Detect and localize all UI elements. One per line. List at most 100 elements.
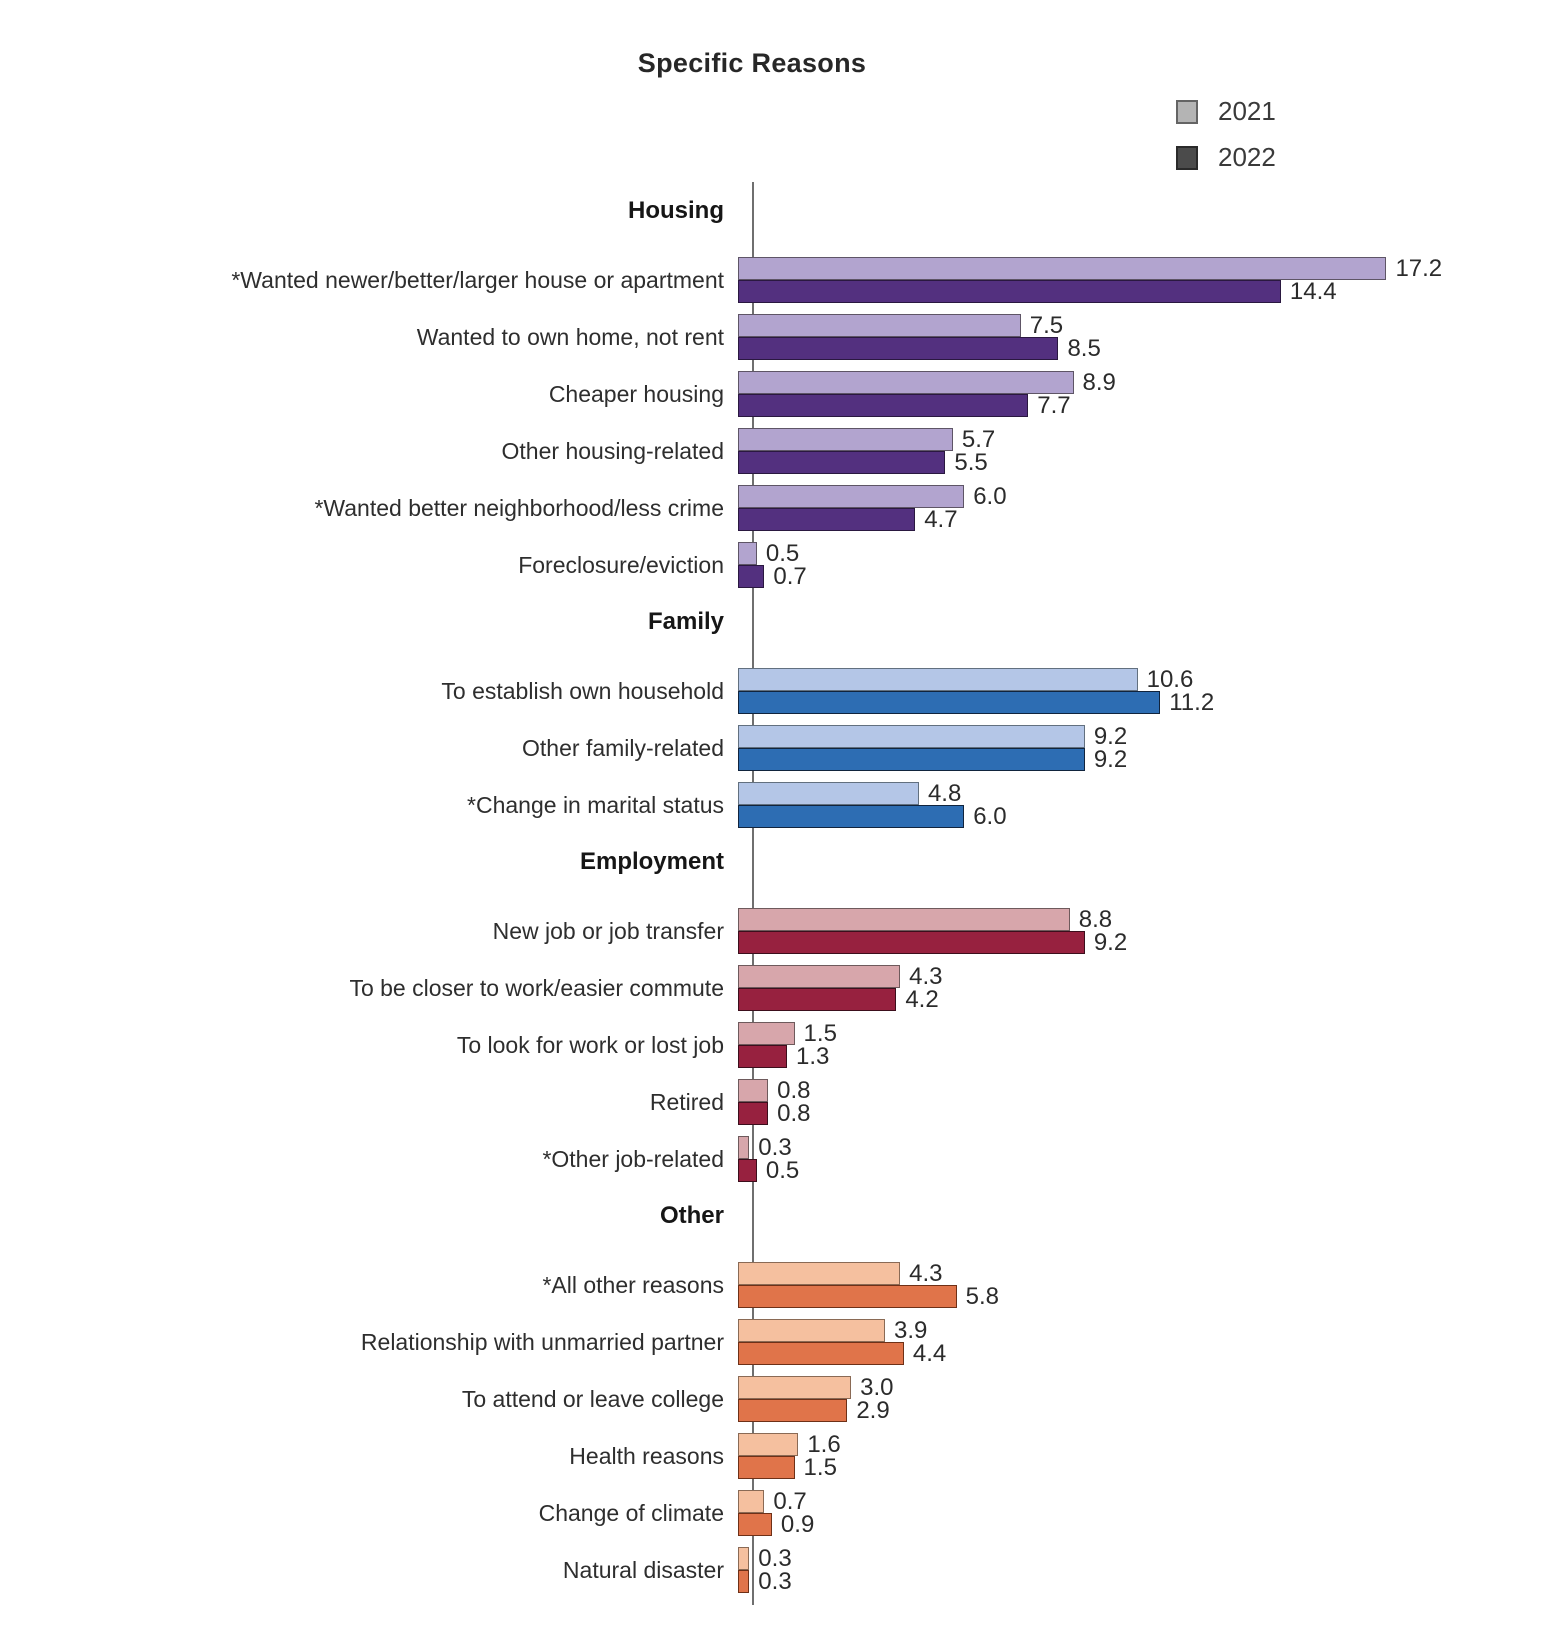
bar-2021 xyxy=(738,1490,765,1513)
bar-2021 xyxy=(738,1262,901,1285)
value-label-2022: 4.7 xyxy=(924,506,958,533)
bar-pair: 9.2 9.2 xyxy=(738,723,1548,772)
value-label-2021: 0.3 xyxy=(758,1134,792,1161)
bar-2022 xyxy=(738,394,1029,417)
bar-pair: 0.3 0.5 xyxy=(738,1134,1548,1183)
bar-2022 xyxy=(738,451,946,474)
bar-row-to-be-closer-to-work-easier-commute: To be closer to work/easier commute 4.3 4.… xyxy=(0,963,1548,1013)
bar-line-2021: 4.3 xyxy=(738,1260,1548,1287)
category-label: Health reasons xyxy=(569,1443,724,1469)
value-label-2021: 1.6 xyxy=(807,1431,841,1458)
value-label-2022: 5.5 xyxy=(954,449,988,476)
bar-line-2021: 3.9 xyxy=(738,1317,1548,1344)
category-label: Wanted to own home, not rent xyxy=(416,324,724,350)
value-label-2021: 9.2 xyxy=(1093,723,1128,750)
value-label-2021: 3.9 xyxy=(894,1317,928,1344)
value-label-2021: 4.8 xyxy=(927,780,962,807)
legend-swatch-2021 xyxy=(1176,99,1198,124)
bar-line-2022: 0.3 xyxy=(738,1570,1548,1594)
bar-line-2021: 8.8 xyxy=(738,906,1548,933)
bar-line-2022: 2.9 xyxy=(738,1399,1548,1423)
value-label-2022: 6.0 xyxy=(973,803,1007,830)
bar-row-other-job-related: *Other job-related 0.3 0.5 xyxy=(0,1134,1548,1183)
bar-2022 xyxy=(738,1399,848,1422)
value-label-2022: 0.9 xyxy=(780,1511,815,1538)
category-label: To look for work or lost job xyxy=(456,1032,724,1058)
bar-line-2021: 0.5 xyxy=(738,540,1548,567)
bar-2022 xyxy=(738,931,1085,954)
value-label-2021: 17.2 xyxy=(1395,255,1443,282)
bar-pair: 4.3 4.2 xyxy=(738,963,1548,1013)
bar-2021 xyxy=(738,668,1138,691)
value-label-2022: 7.7 xyxy=(1037,392,1071,419)
category-label: To establish own household xyxy=(441,678,724,704)
category-label: *All other reasons xyxy=(542,1272,724,1298)
category-label: To be closer to work/easier commute xyxy=(349,975,724,1001)
bar-line-2021: 7.5 xyxy=(738,314,1548,338)
category-label: Foreclosure/eviction xyxy=(518,552,724,578)
value-label-2022: 1.3 xyxy=(796,1043,830,1070)
value-label-2022: 14.4 xyxy=(1289,278,1337,305)
bar-pair: 0.7 0.9 xyxy=(738,1490,1548,1538)
bar-line-2022: 0.9 xyxy=(738,1511,1548,1538)
bar-2021 xyxy=(738,257,1387,280)
value-label-2021: 8.8 xyxy=(1078,906,1113,933)
value-label-2022: 0.8 xyxy=(777,1100,811,1127)
category-label: Cheaper housing xyxy=(548,381,724,407)
bar-pair: 0.5 0.7 xyxy=(738,540,1548,590)
bar-line-2022: 11.2 xyxy=(738,689,1548,716)
bar-2022 xyxy=(738,748,1085,771)
value-label-2021: 4.3 xyxy=(909,963,943,990)
bar-line-2021: 4.8 xyxy=(738,780,1548,807)
bar-line-2022: 7.7 xyxy=(738,392,1548,419)
bar-pair: 7.5 8.5 xyxy=(738,314,1548,361)
value-label-2022: 4.2 xyxy=(905,986,939,1013)
bar-row-cheaper-housing: Cheaper housing 8.9 7.7 xyxy=(0,371,1548,419)
y-axis-line xyxy=(752,182,754,1605)
bar-row-natural-disaster: Natural disaster 0.3 0.3 xyxy=(0,1547,1548,1594)
bar-row-retired: Retired 0.8 0.8 xyxy=(0,1077,1548,1127)
bar-line-2021: 3.0 xyxy=(738,1376,1548,1400)
bar-2021 xyxy=(738,908,1070,931)
bar-pair: 17.2 14.4 xyxy=(738,255,1548,305)
bar-line-2021: 0.7 xyxy=(738,1490,1548,1514)
bar-row-other-housing-related: Other housing-related 5.7 5.5 xyxy=(0,428,1548,476)
legend-swatch-2022 xyxy=(1176,145,1198,170)
bar-2022 xyxy=(738,508,916,531)
legend-label: 2021 xyxy=(1218,96,1276,126)
bar-2022 xyxy=(738,1456,795,1479)
bar-line-2021: 5.7 xyxy=(738,428,1548,452)
bar-2021 xyxy=(738,485,965,508)
bar-chart: Housing *Wanted newer/better/larger house… xyxy=(0,177,1548,1594)
bar-2021 xyxy=(738,782,919,805)
bar-line-2021: 8.9 xyxy=(738,371,1548,395)
value-label-2021: 1.5 xyxy=(803,1020,837,1047)
section-employment: Employment New job or job transfer 8.8 9.2 T… xyxy=(0,828,1548,1183)
value-label-2021: 0.5 xyxy=(765,540,800,567)
bar-line-2022: 5.5 xyxy=(738,449,1548,476)
bar-pair: 1.5 1.3 xyxy=(738,1020,1548,1070)
bar-2021 xyxy=(738,428,953,451)
value-label-2022: 0.7 xyxy=(773,563,807,590)
value-label-2022: 9.2 xyxy=(1093,929,1128,956)
bar-pair: 5.7 5.5 xyxy=(738,428,1548,476)
value-label-2021: 0.8 xyxy=(777,1077,811,1104)
section-header-housing: Housing xyxy=(628,197,724,224)
category-label: Other housing-related xyxy=(501,438,724,464)
bar-pair: 0.3 0.3 xyxy=(738,1547,1548,1594)
category-label: *Wanted newer/better/larger house or apa… xyxy=(231,267,724,293)
bar-pair: 3.0 2.9 xyxy=(738,1376,1548,1423)
bar-row-foreclosure-eviction: Foreclosure/eviction 0.5 0.7 xyxy=(0,540,1548,590)
bar-2021 xyxy=(738,371,1074,394)
bar-pair: 3.9 4.4 xyxy=(738,1317,1548,1366)
section-housing: Housing *Wanted newer/better/larger house… xyxy=(0,177,1548,590)
legend-item-2021: 2021 xyxy=(1176,96,1276,127)
bar-2022 xyxy=(738,691,1161,714)
category-label: *Wanted better neighborhood/less crime xyxy=(314,495,724,521)
value-label-2021: 6.0 xyxy=(973,483,1007,510)
bar-row-wanted-to-own-home-not-rent: Wanted to own home, not rent 7.5 8.5 xyxy=(0,314,1548,361)
value-label-2021: 4.3 xyxy=(909,1260,943,1287)
value-label-2022: 11.2 xyxy=(1169,689,1215,716)
bar-2021 xyxy=(738,1319,886,1342)
